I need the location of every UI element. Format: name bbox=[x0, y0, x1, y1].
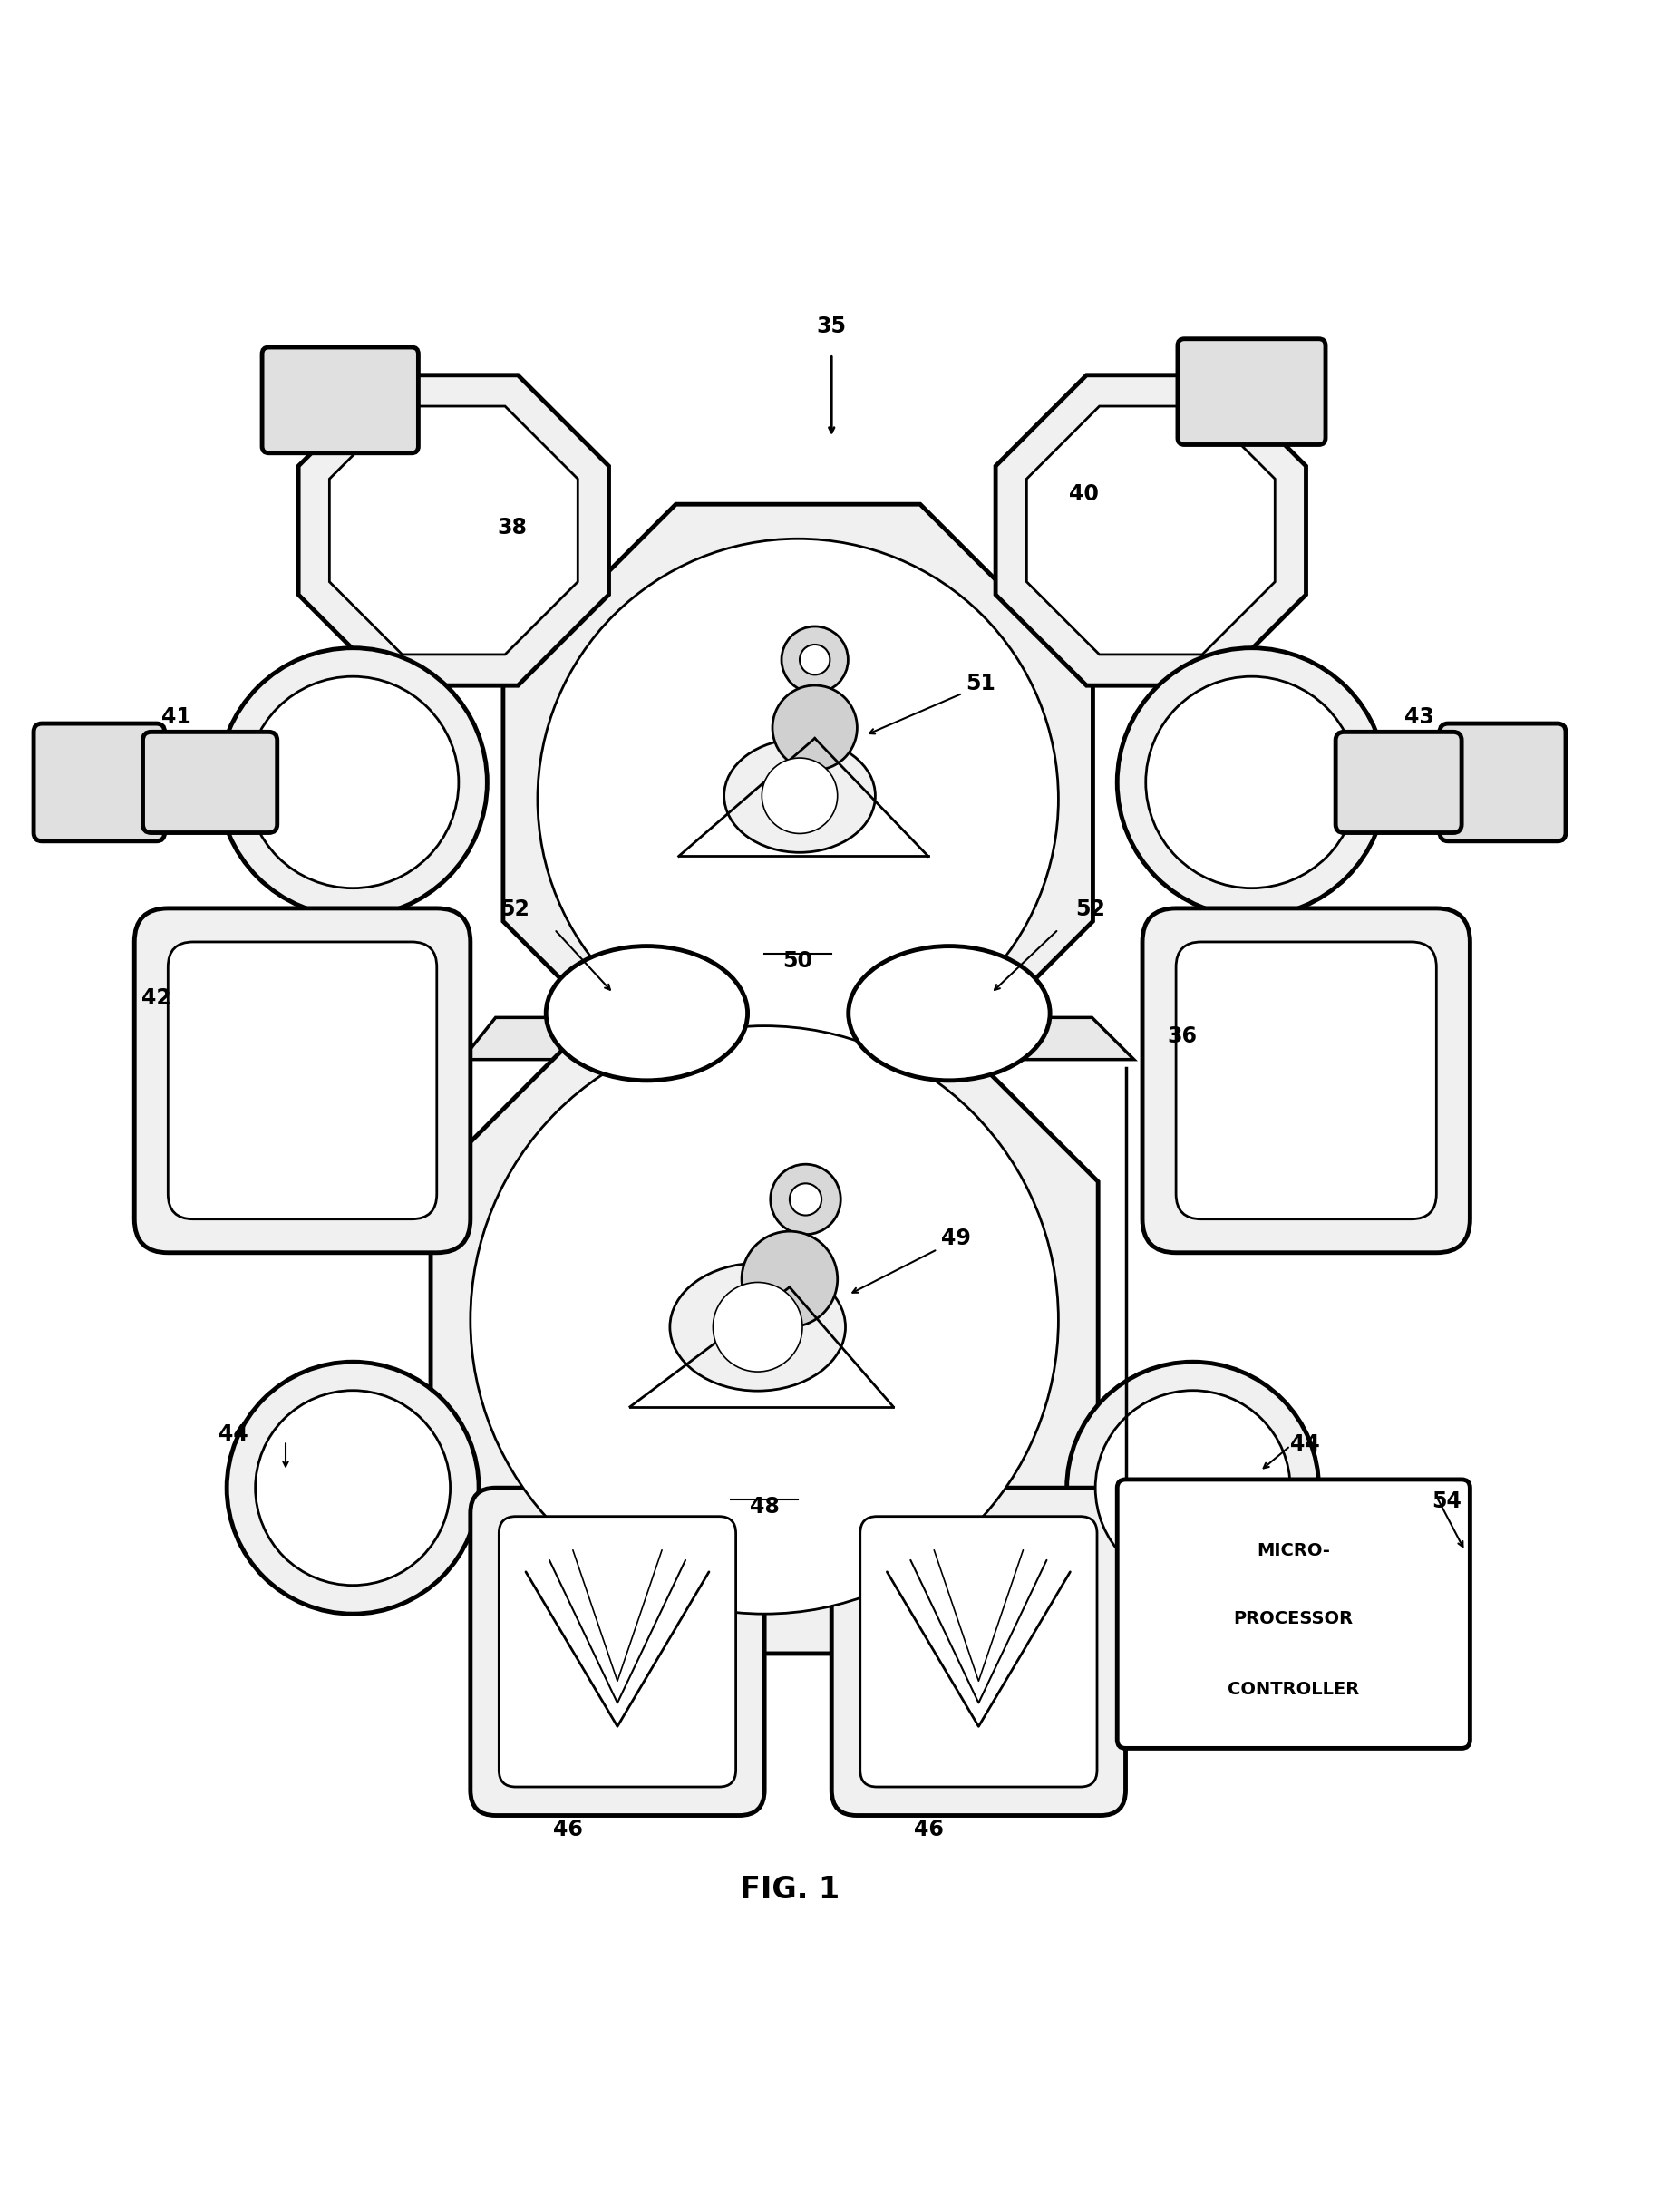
Text: 49: 49 bbox=[941, 1227, 971, 1249]
Circle shape bbox=[247, 676, 459, 888]
Circle shape bbox=[227, 1361, 479, 1615]
Text: 46: 46 bbox=[553, 1817, 583, 1840]
Text: 38: 38 bbox=[497, 516, 528, 538]
FancyBboxPatch shape bbox=[860, 1516, 1097, 1787]
Circle shape bbox=[1095, 1390, 1290, 1586]
FancyBboxPatch shape bbox=[470, 1487, 764, 1815]
Text: MICRO-: MICRO- bbox=[1257, 1542, 1331, 1560]
FancyBboxPatch shape bbox=[832, 1487, 1126, 1815]
Circle shape bbox=[538, 540, 1058, 1060]
FancyBboxPatch shape bbox=[1440, 723, 1566, 842]
Circle shape bbox=[1146, 676, 1357, 888]
Polygon shape bbox=[462, 1018, 1134, 1060]
Text: 51: 51 bbox=[966, 672, 996, 694]
FancyBboxPatch shape bbox=[499, 1516, 736, 1787]
Text: FIG. 1: FIG. 1 bbox=[739, 1875, 840, 1903]
Text: 41: 41 bbox=[161, 707, 192, 727]
Polygon shape bbox=[299, 375, 608, 685]
Text: 44: 44 bbox=[1290, 1434, 1320, 1456]
Circle shape bbox=[743, 1231, 838, 1326]
Text: 35: 35 bbox=[816, 315, 847, 337]
Circle shape bbox=[790, 1183, 822, 1216]
Text: 52: 52 bbox=[1075, 899, 1105, 921]
Circle shape bbox=[470, 1027, 1058, 1615]
Polygon shape bbox=[430, 987, 1099, 1654]
Circle shape bbox=[761, 758, 837, 833]
Text: 50: 50 bbox=[783, 949, 813, 972]
Circle shape bbox=[771, 1163, 840, 1234]
Text: 36: 36 bbox=[1168, 1024, 1198, 1046]
Polygon shape bbox=[1026, 405, 1275, 654]
Circle shape bbox=[712, 1282, 803, 1372]
Text: 43: 43 bbox=[1404, 707, 1435, 727]
Text: 44: 44 bbox=[218, 1423, 249, 1445]
Ellipse shape bbox=[724, 738, 875, 853]
FancyBboxPatch shape bbox=[143, 731, 277, 833]
FancyBboxPatch shape bbox=[1142, 908, 1470, 1254]
Polygon shape bbox=[502, 504, 1094, 1095]
Text: 54: 54 bbox=[1431, 1491, 1462, 1513]
Circle shape bbox=[255, 1390, 450, 1586]
Circle shape bbox=[1117, 648, 1386, 916]
FancyBboxPatch shape bbox=[168, 943, 437, 1218]
Circle shape bbox=[773, 685, 857, 771]
Text: 40: 40 bbox=[1068, 482, 1099, 504]
FancyBboxPatch shape bbox=[1117, 1480, 1470, 1749]
Ellipse shape bbox=[546, 945, 748, 1079]
Circle shape bbox=[218, 648, 487, 916]
Text: 52: 52 bbox=[499, 899, 529, 921]
Text: 42: 42 bbox=[141, 987, 171, 1009]
Ellipse shape bbox=[848, 945, 1050, 1079]
Polygon shape bbox=[996, 375, 1305, 685]
Circle shape bbox=[1067, 1361, 1319, 1615]
FancyBboxPatch shape bbox=[134, 908, 470, 1254]
Circle shape bbox=[800, 645, 830, 674]
Text: PROCESSOR: PROCESSOR bbox=[1233, 1610, 1354, 1628]
Ellipse shape bbox=[670, 1262, 845, 1390]
Text: CONTROLLER: CONTROLLER bbox=[1228, 1681, 1359, 1699]
FancyBboxPatch shape bbox=[262, 348, 418, 454]
FancyBboxPatch shape bbox=[1176, 943, 1436, 1218]
FancyBboxPatch shape bbox=[1178, 339, 1326, 445]
FancyBboxPatch shape bbox=[34, 723, 165, 842]
FancyBboxPatch shape bbox=[1336, 731, 1462, 833]
Text: 48: 48 bbox=[749, 1496, 780, 1518]
Circle shape bbox=[781, 626, 848, 694]
Polygon shape bbox=[329, 405, 578, 654]
Text: 46: 46 bbox=[914, 1817, 944, 1840]
